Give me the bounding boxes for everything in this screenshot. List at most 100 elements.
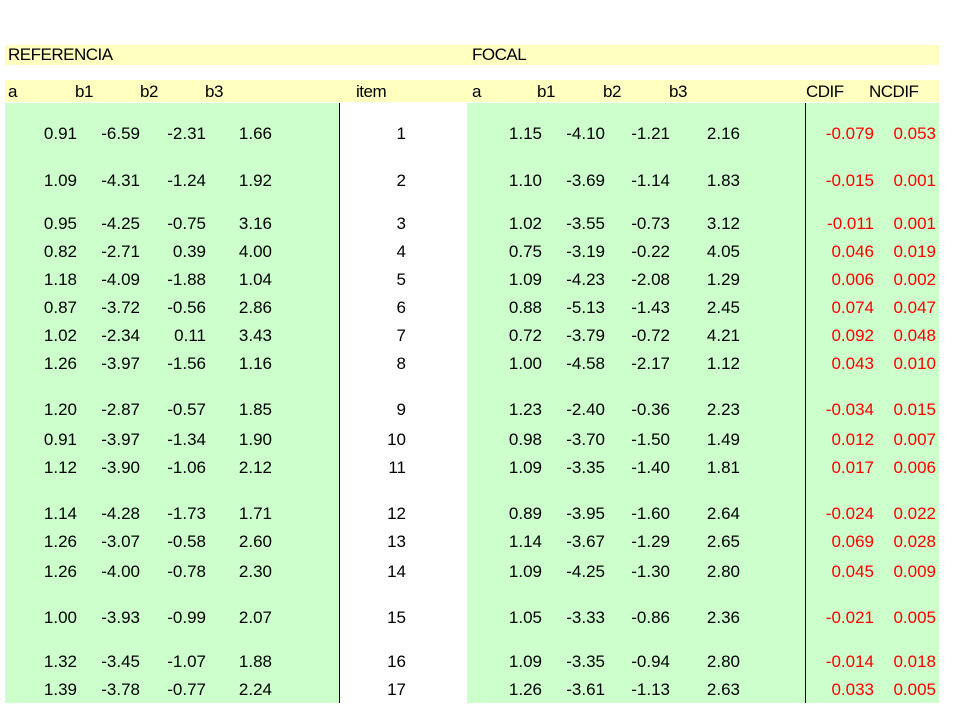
cdif-value: 0.046 (831, 242, 874, 261)
ref-b2: 0.11 (174, 326, 206, 345)
ncdif-value: 0.009 (893, 562, 936, 581)
cdif-value: 0.069 (831, 532, 874, 551)
ref-col-b2-header: b2 (140, 82, 158, 101)
ref-b1: -3.72 (101, 298, 140, 317)
ref-b1: -3.93 (101, 608, 140, 627)
ref-b3: 1.88 (238, 652, 272, 671)
item-number: 1 (396, 124, 406, 143)
focal-a: 1.09 (508, 562, 542, 581)
focal-a: 1.05 (508, 608, 542, 627)
focal-a: 1.23 (508, 400, 542, 419)
item-number: 16 (387, 652, 406, 671)
cdif-value: 0.043 (831, 354, 874, 373)
cdif-value: 0.092 (831, 326, 874, 345)
item-number: 11 (388, 458, 406, 477)
focal-b2: -1.30 (631, 562, 670, 581)
item-number: 6 (396, 298, 406, 317)
dif-data-area (806, 103, 939, 703)
ref-b2: -1.24 (167, 171, 206, 190)
ref-b1: -3.90 (101, 458, 140, 477)
focal-b3: 3.12 (706, 214, 740, 233)
ref-b1: -4.28 (101, 504, 140, 523)
ref-b1: -3.07 (101, 532, 140, 551)
ref-b1: -4.31 (101, 171, 140, 190)
ref-b3: 2.86 (238, 298, 272, 317)
cdif-value: 0.033 (831, 680, 874, 699)
ncdif-value: 0.053 (893, 124, 936, 143)
focal-col-a-header: a (472, 82, 481, 101)
ref-a: 0.95 (43, 214, 77, 233)
ref-b2: -1.56 (167, 354, 206, 373)
referencia-data-area (5, 103, 339, 703)
focal-a: 1.02 (508, 214, 542, 233)
cdif-value: 0.006 (831, 270, 874, 289)
ref-b2: -0.58 (167, 532, 206, 551)
ncdif-value: 0.001 (893, 214, 936, 233)
ref-b1: -2.34 (101, 326, 140, 345)
focal-b3: 1.29 (706, 270, 740, 289)
cdif-value: 0.074 (831, 298, 874, 317)
focal-b3: 4.05 (706, 242, 740, 261)
ref-b3: 3.16 (238, 214, 272, 233)
focal-b3: 1.12 (706, 354, 740, 373)
ref-b1: -3.97 (101, 430, 140, 449)
ref-a: 1.00 (43, 608, 77, 627)
focal-b2: -0.22 (631, 242, 670, 261)
ref-a: 1.32 (43, 652, 77, 671)
item-number: 5 (396, 270, 406, 289)
focal-a: 0.88 (508, 298, 542, 317)
ref-col-b1-header: b1 (75, 82, 93, 101)
focal-b3: 2.16 (706, 124, 740, 143)
ncdif-value: 0.001 (893, 171, 936, 190)
focal-a: 1.10 (508, 171, 542, 190)
item-number: 2 (396, 171, 406, 190)
ncdif-value: 0.022 (893, 504, 936, 523)
focal-b1: -4.23 (566, 270, 605, 289)
referencia-border (339, 103, 340, 703)
focal-a: 0.98 (508, 430, 542, 449)
focal-b3: 2.64 (706, 504, 740, 523)
ref-a: 0.91 (43, 430, 77, 449)
focal-b3: 2.80 (706, 652, 740, 671)
focal-a: 1.00 (508, 354, 542, 373)
ncdif-value: 0.002 (893, 270, 936, 289)
ref-b3: 2.07 (238, 608, 272, 627)
focal-b1: -3.33 (566, 608, 605, 627)
focal-b3: 2.63 (706, 680, 740, 699)
focal-b2: -1.21 (631, 124, 670, 143)
focal-b1: -3.79 (566, 326, 605, 345)
ref-b3: 1.04 (238, 270, 272, 289)
focal-a: 1.09 (508, 458, 542, 477)
ref-b2: -0.57 (167, 400, 206, 419)
focal-b2: -1.50 (631, 430, 670, 449)
focal-b1: -2.40 (566, 400, 605, 419)
cdif-value: -0.015 (825, 171, 874, 190)
focal-b1: -5.13 (566, 298, 605, 317)
ref-b3: 2.30 (238, 562, 272, 581)
ncdif-value: 0.010 (893, 354, 936, 373)
focal-col-b1-header: b1 (537, 82, 555, 101)
focal-col-b3-header: b3 (669, 82, 687, 101)
cdif-value: -0.021 (825, 608, 874, 627)
focal-b3: 4.21 (706, 326, 740, 345)
ref-b2: -0.99 (167, 608, 206, 627)
item-number: 4 (396, 242, 406, 261)
ref-b1: -4.00 (101, 562, 140, 581)
focal-b2: -2.17 (631, 354, 670, 373)
focal-header: FOCAL (472, 45, 527, 64)
ref-b2: -0.56 (167, 298, 206, 317)
focal-data-area (467, 103, 805, 703)
ncdif-value: 0.015 (893, 400, 936, 419)
focal-b1: -3.61 (566, 680, 605, 699)
focal-b1: -4.10 (566, 124, 605, 143)
ref-b2: -2.31 (167, 124, 206, 143)
focal-b2: -1.13 (631, 680, 670, 699)
focal-a: 1.26 (508, 680, 542, 699)
cdif-value: -0.034 (825, 400, 874, 419)
focal-b2: -0.86 (631, 608, 670, 627)
item-number: 14 (387, 562, 406, 581)
item-number: 7 (396, 326, 406, 345)
ref-b1: -3.97 (101, 354, 140, 373)
ref-b1: -6.59 (101, 124, 140, 143)
item-number: 9 (396, 400, 406, 419)
